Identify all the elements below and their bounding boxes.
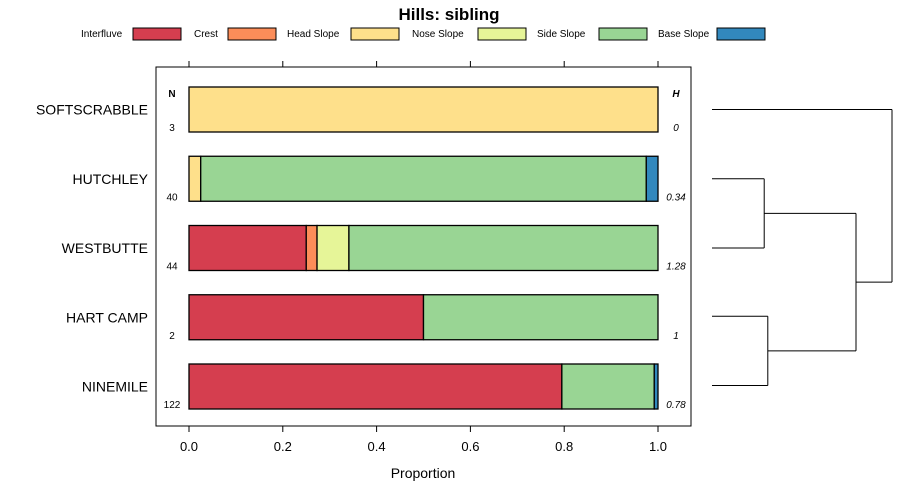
bar-westbutte-interfluve	[188, 224, 307, 272]
bar-ninemile-side-slope	[561, 363, 655, 410]
h-value-westbutte: 1.28	[666, 262, 686, 273]
n-value-ninemile: 122	[164, 400, 181, 411]
bar-hutchley-head-slope	[188, 155, 202, 202]
legend-label-nose-slope: Nose Slope	[412, 29, 464, 40]
h-value-ninemile: 0.78	[666, 400, 686, 411]
legend-label-crest: Crest	[194, 29, 218, 40]
n-value-westbutte: 44	[166, 262, 178, 273]
legend-swatch-side-slope	[598, 27, 648, 41]
legend-label-interfluve: Interfluve	[81, 29, 123, 40]
legend-swatch-interfluve	[132, 27, 182, 41]
bar-ninemile-base-slope	[653, 363, 659, 410]
bar-softscrabble-head-slope	[188, 86, 659, 133]
x-tick-label-2: 0.4	[368, 439, 386, 454]
plot-frame	[155, 66, 692, 427]
legend-label-side-slope: Side Slope	[537, 29, 586, 40]
bar-hutchley-base-slope	[645, 155, 659, 202]
category-label-hart-camp: HART CAMP	[66, 309, 148, 325]
n-value-hutchley: 40	[166, 192, 178, 203]
category-label-ninemile: NINEMILE	[82, 379, 148, 395]
top-axis-ticks	[188, 61, 659, 67]
legend-swatch-crest	[227, 27, 277, 41]
x-tick-label-4: 0.8	[555, 439, 573, 454]
category-label-softscrabble: SOFTSCRABBLE	[36, 102, 148, 118]
x-tick-label-0: 0.0	[180, 439, 198, 454]
category-label-hutchley: HUTCHLEY	[73, 171, 149, 187]
x-tick-label-1: 0.2	[274, 439, 292, 454]
h-value-hart-camp: 1	[673, 331, 679, 342]
legend-label-head-slope: Head Slope	[287, 29, 340, 40]
bar-hart-camp-side-slope	[422, 294, 659, 341]
n-h-annotations: 3 0 40 0.34 44 1.28 2 1 122 0.78	[164, 123, 687, 411]
legend-swatch-base-slope	[716, 27, 766, 41]
chart-title: Hills: sibling	[398, 5, 499, 24]
legend-label-base-slope: Base Slope	[658, 29, 710, 40]
bar-hutchley-side-slope	[200, 155, 647, 202]
legend-swatch-nose-slope	[477, 27, 527, 41]
bar-hart-camp-interfluve	[188, 294, 425, 341]
bar-westbutte-side-slope	[348, 224, 659, 272]
n-value-softscrabble: 3	[169, 123, 175, 134]
legend-swatch-head-slope	[350, 27, 400, 41]
x-axis: 0.0 0.2 0.4 0.6 0.8 1.0	[180, 426, 667, 454]
x-tick-label-3: 0.6	[461, 439, 479, 454]
dendrogram	[712, 109, 893, 386]
bar-westbutte-crest	[305, 224, 318, 272]
category-label-westbutte: WESTBUTTE	[62, 240, 148, 256]
legend: Interfluve Crest Head Slope Nose Slope Side …	[81, 27, 766, 41]
h-value-hutchley: 0.34	[666, 192, 686, 203]
bar-ninemile-interfluve	[188, 363, 563, 410]
h-column-header: H	[672, 89, 680, 100]
x-tick-label-5: 1.0	[649, 439, 667, 454]
bar-westbutte-nose-slope	[316, 224, 350, 272]
x-axis-title: Proportion	[391, 465, 456, 481]
bars	[188, 86, 659, 410]
h-value-softscrabble: 0	[673, 123, 679, 134]
n-column-header: N	[168, 89, 175, 100]
n-value-hart-camp: 2	[169, 331, 175, 342]
category-labels: SOFTSCRABBLE HUTCHLEY WESTBUTTE HART CAMP NI…	[36, 102, 149, 395]
